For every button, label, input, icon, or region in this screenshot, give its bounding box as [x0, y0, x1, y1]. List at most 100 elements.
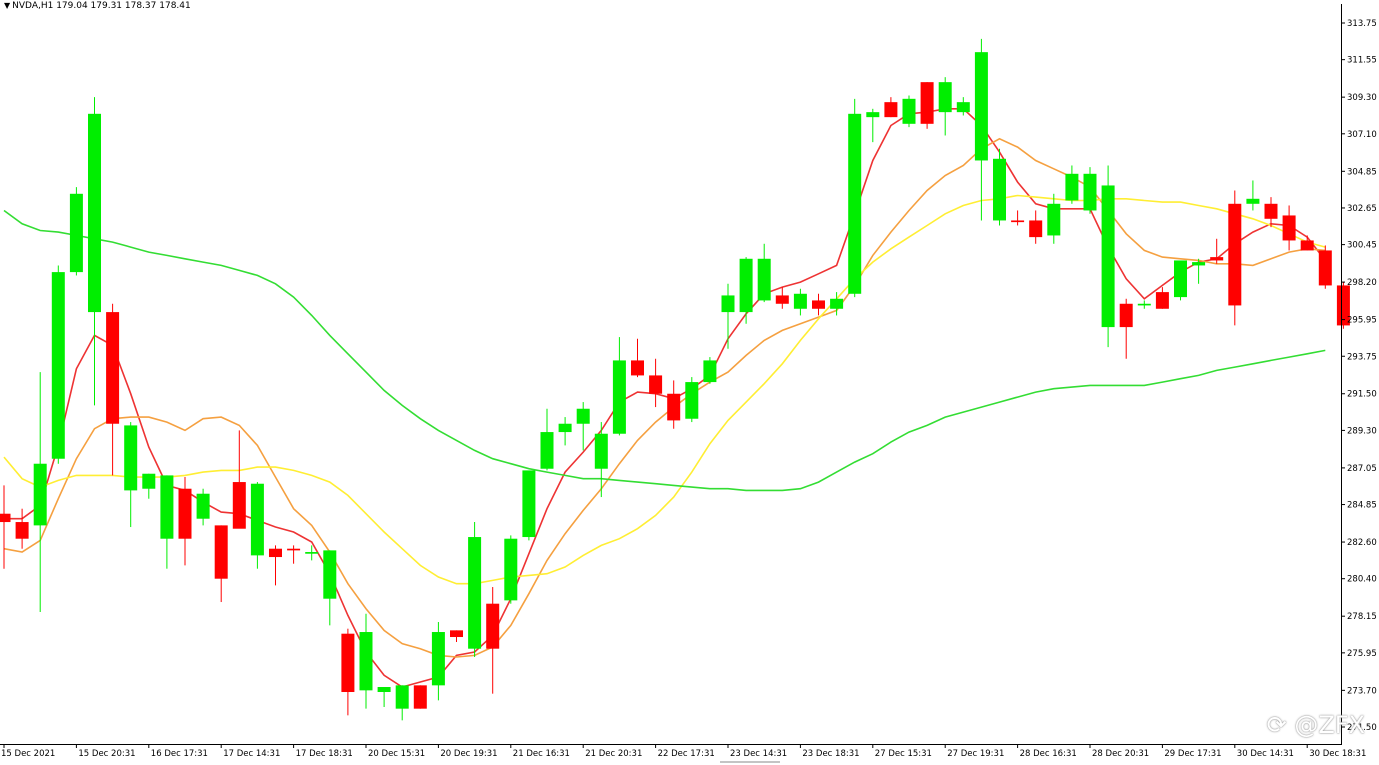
candle-body [395, 685, 409, 709]
candle [721, 283, 735, 349]
candle-body [1174, 260, 1187, 298]
price-axis: 313.75 311.55 309.30 307.10 304.85 302.65 300.… [1341, 19, 1377, 733]
candle-body [124, 425, 138, 491]
candle-body [1137, 303, 1151, 306]
price-tick-label: 273.70 [1347, 686, 1377, 696]
candle [594, 422, 608, 498]
candle-body [1155, 292, 1169, 309]
symbol-header: ▼ NVDA,H1 179.04 179.31 178.37 178.41 [4, 1, 191, 11]
symbol-ohlc-text: NVDA,H1 179.04 179.31 178.37 178.41 [12, 1, 191, 11]
candle [1192, 258, 1206, 284]
candle-body [196, 493, 210, 519]
time-tick-label: 28 Dec 20:31 [1092, 749, 1149, 759]
candle [703, 357, 717, 384]
price-tick-label: 302.65 [1347, 204, 1377, 214]
candle-body [1228, 203, 1242, 306]
candle-body [685, 382, 699, 419]
time-tick-label: 21 Dec 16:31 [513, 749, 570, 759]
watermark: ⟳ @ZFX [1267, 711, 1365, 739]
candle [395, 685, 409, 721]
candle-body [1246, 198, 1260, 204]
candle-body [0, 513, 11, 523]
candle-body [1318, 250, 1332, 286]
candle [51, 265, 65, 464]
candle [124, 422, 138, 528]
time-tick-label: 23 Dec 18:31 [802, 749, 859, 759]
candle [1210, 238, 1224, 264]
candle [558, 417, 572, 446]
candle [486, 587, 500, 694]
time-tick-label: 20 Dec 15:31 [368, 749, 425, 759]
candle [269, 545, 282, 586]
candle-body [956, 102, 970, 113]
candle-body [178, 488, 192, 539]
candle [649, 358, 663, 408]
candle [612, 337, 626, 436]
candle-body [1119, 303, 1133, 328]
candle-body [938, 82, 952, 113]
time-tick-label: 21 Dec 20:31 [585, 749, 642, 759]
candle [1101, 165, 1115, 348]
candle [178, 477, 192, 566]
time-tick-label: 30 Dec 14:31 [1237, 749, 1294, 759]
candle [884, 97, 898, 118]
candle-body [1336, 285, 1350, 326]
candle-body [1065, 173, 1079, 201]
candle-body [866, 112, 880, 118]
time-tick-label: 20 Dec 19:31 [440, 749, 497, 759]
candle-body [884, 102, 898, 118]
candle [1083, 167, 1097, 214]
candle [305, 545, 319, 561]
candle-body [1210, 257, 1224, 261]
candle [33, 372, 47, 613]
candle-body [558, 423, 572, 433]
candle-body [667, 393, 681, 421]
candle [468, 522, 482, 658]
candle-body [902, 98, 916, 124]
candle-body [287, 548, 301, 551]
candle [431, 622, 445, 701]
candle-body [142, 473, 156, 489]
candle-body [1011, 220, 1025, 223]
candle-body [431, 632, 445, 686]
candle-body [69, 193, 83, 273]
candle [576, 402, 590, 451]
candle [540, 408, 554, 471]
candles [0, 38, 1350, 721]
candle-body [812, 300, 825, 309]
candle-body [830, 298, 844, 309]
candle [88, 97, 101, 406]
time-tick-label: 15 Dec 2021 [1, 749, 55, 759]
price-tick-label: 278.15 [1347, 612, 1377, 622]
candle [1155, 287, 1169, 309]
candle [920, 82, 934, 129]
candle [196, 488, 210, 526]
candle-body [848, 113, 862, 294]
candle [214, 525, 228, 603]
ma-line-4 [3, 209, 1326, 492]
price-tick-label: 271.50 [1347, 723, 1377, 733]
candle [1246, 180, 1260, 211]
candle [830, 292, 844, 316]
candle-body [106, 312, 120, 424]
dropdown-triangle-icon[interactable]: ▼ [4, 1, 11, 10]
candle-body [993, 158, 1006, 221]
price-tick-label: 307.10 [1347, 130, 1377, 140]
candle [323, 550, 337, 626]
candle-body [359, 632, 373, 691]
zfx-logo-icon: ⟳ [1266, 711, 1287, 739]
candle-body [232, 482, 246, 529]
candle [667, 380, 681, 429]
candle [757, 243, 771, 303]
time-tick-label: 17 Dec 18:31 [296, 749, 353, 759]
candle-body [1192, 262, 1206, 266]
candle-body [612, 360, 626, 434]
price-tick-label: 291.50 [1347, 390, 1377, 400]
candle-body [793, 293, 807, 309]
candle [142, 473, 156, 499]
candle-body [1083, 173, 1097, 211]
candle-body [341, 633, 355, 693]
candle [1174, 260, 1187, 301]
candle-body [1029, 220, 1043, 238]
